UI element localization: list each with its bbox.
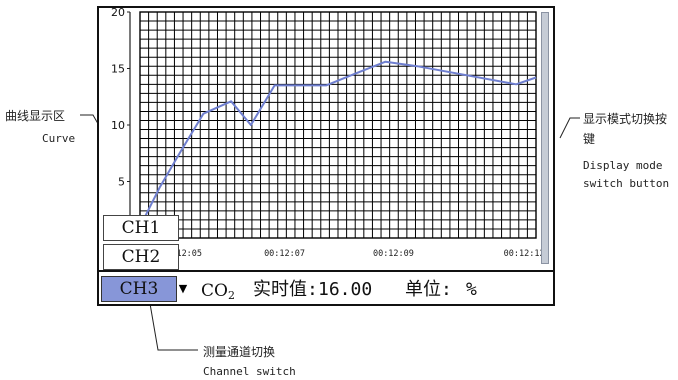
y-tick-label: 10 <box>111 119 125 132</box>
y-tick-label: 5 <box>118 176 125 189</box>
status-bar <box>99 270 553 304</box>
dropdown-arrow-icon[interactable]: ▼ <box>178 282 188 295</box>
unit-value: % <box>466 279 477 300</box>
gas-formula: CO <box>201 281 228 301</box>
x-tick-label: 00:12:09 <box>373 249 414 259</box>
gas-formula-subscript: 2 <box>227 289 235 302</box>
realtime-label: 实时值: <box>253 279 318 300</box>
curve-area-label-en: Curve <box>42 132 76 145</box>
channel-option-ch1[interactable]: CH1 <box>103 215 179 241</box>
x-tick-label: 00:12:07 <box>264 249 305 259</box>
x-tick-label: 00:12:12 <box>504 249 545 259</box>
y-tick-label: 15 <box>111 63 125 76</box>
channel-option-ch2[interactable]: CH2 <box>103 244 179 270</box>
display-mode-label-en-line2: switch button <box>583 177 670 190</box>
display-mode-label-en: Display mode <box>583 159 663 172</box>
channel-select-current[interactable]: CH3 <box>101 276 177 302</box>
realtime-value: 16.00 <box>318 279 373 300</box>
x-tick-label: 00:12:05 <box>161 249 202 259</box>
channel-switch-label-cn: 测量通道切换 <box>203 345 276 359</box>
display-mode-switch-button[interactable] <box>541 12 549 264</box>
display-mode-label-cn-line2: 键 <box>583 132 596 146</box>
series-line <box>139 60 537 228</box>
gas-label: CO2 <box>201 280 235 307</box>
display-mode-label-cn: 显示模式切换按 <box>583 112 668 126</box>
curve-area-label-cn: 曲线显示区 <box>5 109 66 123</box>
y-tick-label: 20 <box>111 6 125 19</box>
unit-label: 单位: <box>405 279 452 300</box>
channel-switch-label-en: Channel switch <box>203 365 296 378</box>
